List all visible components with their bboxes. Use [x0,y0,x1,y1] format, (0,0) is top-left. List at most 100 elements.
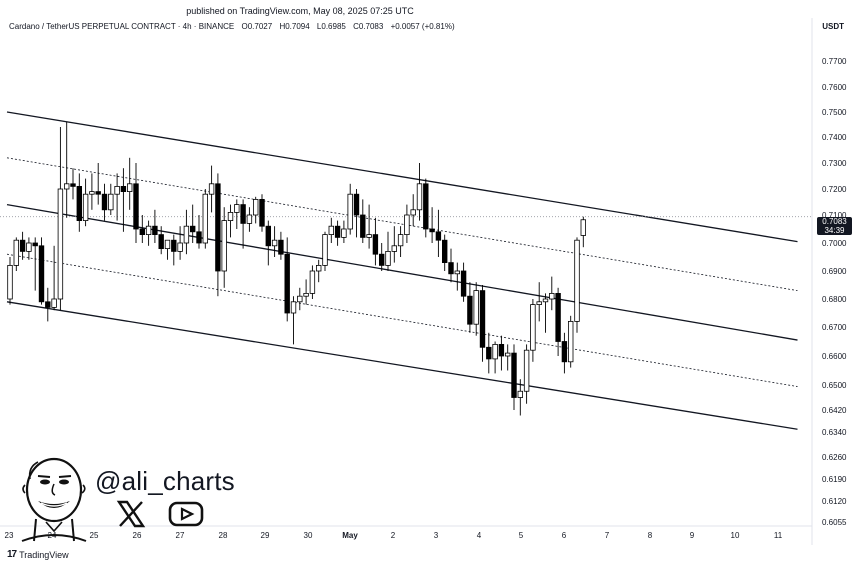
x-tick-label: 9 [690,531,695,540]
candle-body [183,225,190,244]
candle-body [234,204,240,213]
symbol-title[interactable]: Cardano / TetherUS PERPETUAL CONTRACT · … [9,22,235,31]
y-tick-label: 0.7300 [822,159,847,168]
y-tick-label: 0.6120 [822,497,847,506]
tradingview-wordmark: TradingView [19,549,69,560]
candle-body [486,346,492,360]
candle-body [511,352,517,398]
symbol-info: Cardano / TetherUS PERPETUAL CONTRACT · … [9,22,455,31]
y-tick-label: 0.6340 [822,428,847,437]
candle-body [416,183,423,211]
x-tick-label: 7 [605,531,610,540]
candle-body [473,290,479,325]
x-tick-label: 30 [304,531,313,540]
candle-body [341,228,347,238]
candle-body [454,270,460,275]
x-logo-icon[interactable] [116,500,146,528]
candle-body [429,228,435,233]
x-tick-label: 8 [648,531,653,540]
high-value: H0.7094 [279,22,310,31]
candle-body [309,270,316,294]
candle-body [378,253,385,266]
y-tick-label: 0.6420 [822,406,847,415]
y-tick-label: 0.6700 [822,323,847,332]
candle-body [252,198,259,216]
close-value: C0.7083 [353,22,384,31]
y-tick-label: 0.6260 [822,453,847,462]
candle-body [7,264,13,300]
candle-body [360,214,366,238]
candle-body [278,239,284,255]
candle-body [240,204,246,224]
y-tick-label: 0.6055 [822,518,847,527]
candle-body [328,225,334,235]
candle-body [467,295,473,325]
candle-body [284,253,290,314]
candle-body [391,245,397,252]
youtube-icon[interactable] [168,501,204,527]
candle-body [158,234,164,250]
x-tick-label: 23 [5,531,14,540]
candle-body [26,242,32,252]
x-tick-label: 6 [562,531,567,540]
candle-body [64,183,70,190]
candle-body [448,262,454,275]
candle-body [334,225,341,238]
candle-body [580,219,586,236]
channel-line [6,111,798,243]
candle-body [45,301,51,308]
candle-body [542,298,549,303]
candle-body [549,292,555,300]
candle-body [366,234,372,238]
x-tick-label: 25 [90,531,99,540]
candle-body [101,193,108,211]
candle-body [215,183,221,272]
y-tick-label: 0.6900 [822,267,847,276]
candle-body [139,228,145,235]
candle-body [57,188,64,300]
candle-body [347,193,353,230]
candle-body [504,352,511,357]
y-tick-label: 0.6500 [822,381,847,390]
candle-body [523,349,530,392]
candle-body [208,183,215,195]
candle-body [530,304,536,351]
published-note: published on TradingView.com, May 08, 20… [186,6,414,16]
tradingview-logo[interactable]: 17 TradingView [7,549,69,560]
candle-body [108,193,114,211]
y-tick-label: 0.7600 [822,83,847,92]
candle-body [114,185,120,195]
candle-body [120,185,127,192]
y-tick-label: 0.6190 [822,475,847,484]
candle-body [227,211,234,221]
open-value: O0.7027 [241,22,273,31]
candle-body [479,290,486,348]
author-handle[interactable]: @ali_charts [95,466,235,496]
change-value: +0.0057 (+0.81%) [390,22,455,31]
candle-body [568,320,574,363]
x-tick-label: 3 [434,531,439,540]
candle-body [517,390,523,398]
candle-body [561,341,568,363]
candle-body [189,225,196,233]
y-tick-label: 0.7100 [822,211,847,220]
candle-body [164,239,171,249]
currency-label: USDT [822,22,844,31]
candle-body [441,239,448,263]
candle-body [13,239,19,266]
low-value: L0.6985 [316,22,346,31]
x-tick-label: 11 [774,531,783,540]
candle-body [555,292,561,342]
candle-body [82,193,89,221]
candle-body [246,214,253,224]
candle-body [410,209,416,216]
x-tick-label: 26 [133,531,142,540]
candle-body [221,220,227,272]
candle-body [89,191,95,195]
candle-body [51,298,57,308]
channel-line [6,301,798,430]
candle-body [152,225,158,235]
candle-body [265,225,271,247]
candle-body [133,183,139,230]
